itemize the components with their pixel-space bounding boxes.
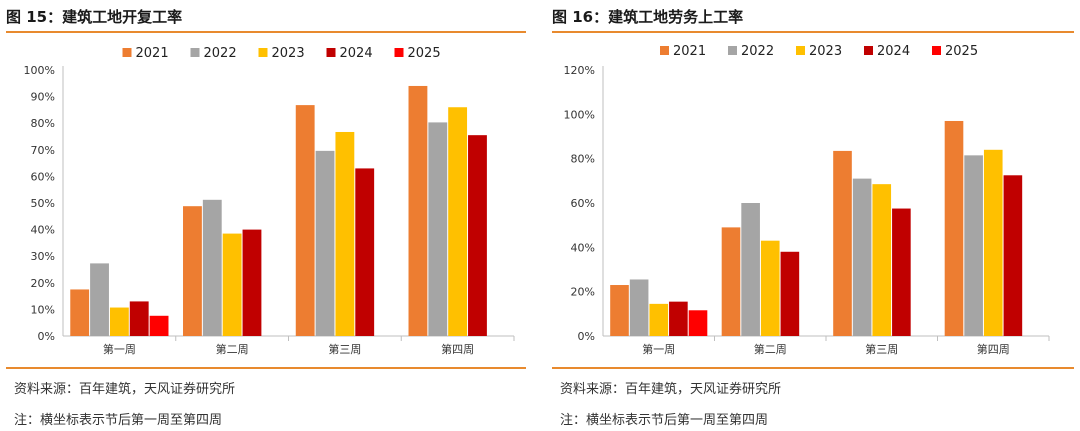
x-tick-label: 第一周 <box>642 342 675 356</box>
bar-2024-0 <box>129 301 149 336</box>
bar-2024-1 <box>780 251 800 336</box>
legend-swatch <box>122 48 132 57</box>
bar-2022-1 <box>741 203 760 336</box>
y-tick-label: 20% <box>31 277 55 290</box>
chart-panel-right: 图 16：建筑工地劳务上工率 0% 20% 40% 60% 80% 100% 120% 第一周… <box>552 0 1074 431</box>
bottom-divider <box>552 367 1074 369</box>
y-tick-label: 90% <box>31 91 55 104</box>
bar-2022-2 <box>315 150 335 336</box>
bar-2024-1 <box>242 229 262 336</box>
top-divider <box>6 31 526 33</box>
bar-2022-3 <box>428 122 448 336</box>
legend-swatch <box>190 48 200 57</box>
bar-2025-0 <box>688 310 708 336</box>
bar-2024-3 <box>468 135 487 336</box>
x-tick-label: 第二周 <box>216 342 249 356</box>
y-tick-label: 0% <box>578 330 595 343</box>
legend-swatch <box>932 46 941 55</box>
bar-2024-3 <box>1003 175 1023 336</box>
legend-label: 2022 <box>741 44 774 59</box>
bottom-divider <box>6 367 526 369</box>
y-tick-label: 100% <box>24 64 55 77</box>
bar-2021-2 <box>833 150 852 336</box>
legend-label: 2023 <box>272 46 305 61</box>
legend-label: 2021 <box>673 44 706 59</box>
legend-swatch <box>728 46 737 55</box>
y-tick-label: 40% <box>571 241 595 254</box>
x-tick-label: 第三周 <box>865 342 898 356</box>
x-tick-label: 第四周 <box>977 342 1010 356</box>
legend-swatch <box>326 48 336 57</box>
y-tick-label: 80% <box>31 117 55 130</box>
y-tick-label: 50% <box>31 197 55 210</box>
top-divider <box>552 31 1074 33</box>
bar-2023-3 <box>983 149 1003 336</box>
legend-label: 2023 <box>809 44 842 59</box>
bar-chart-labor-attendance: 0% 20% 40% 60% 80% 100% 120% 第一周 第二周 第三周 第四周 2021 20… <box>564 44 1050 356</box>
axis-note: 注：横坐标表示节后第一周至第四周 <box>560 413 769 428</box>
bar-2021-0 <box>610 285 629 336</box>
bar-2023-0 <box>109 307 129 336</box>
y-tick-label: 0% <box>38 330 55 343</box>
bar-2021-1 <box>721 227 741 336</box>
bar-2022-3 <box>964 155 983 336</box>
bar-2022-2 <box>852 178 872 336</box>
y-tick-label: 100% <box>564 108 595 121</box>
figure-title: 图 16：建筑工地劳务上工率 <box>552 8 744 26</box>
legend-label: 2021 <box>136 46 169 61</box>
axis-note: 注：横坐标表示节后第一周至第四周 <box>14 413 223 428</box>
bar-2023-1 <box>760 240 780 336</box>
legend-swatch <box>258 48 268 57</box>
bar-2021-3 <box>408 85 428 337</box>
legend-label: 2024 <box>340 46 373 61</box>
legend-swatch <box>394 48 404 57</box>
source-note: 资料来源：百年建筑，天风证券研究所 <box>560 382 782 397</box>
bar-2023-3 <box>448 107 468 337</box>
legend-label: 2025 <box>408 46 441 61</box>
bar-2023-2 <box>872 184 892 336</box>
bar-2022-1 <box>202 199 222 336</box>
legend-label: 2025 <box>945 44 978 59</box>
y-tick-label: 30% <box>31 250 55 263</box>
x-tick-label: 第一周 <box>103 342 136 356</box>
figure-title: 图 15：建筑工地开复工率 <box>6 8 183 26</box>
x-tick-label: 第四周 <box>441 342 474 356</box>
bar-2023-0 <box>649 303 669 336</box>
bar-2024-2 <box>892 208 911 336</box>
source-note: 资料来源：百年建筑，天风证券研究所 <box>14 382 236 397</box>
bar-2022-0 <box>629 279 649 336</box>
bar-2025-0 <box>149 315 169 336</box>
legend-swatch <box>864 46 873 55</box>
legend-swatch <box>660 46 669 55</box>
y-tick-label: 20% <box>571 286 595 299</box>
bar-chart-construction-resumption: 0% 10% 20% 30% 40% 50% 60% 70% 80% 90% 100% 第一周 第二周 第… <box>24 46 515 356</box>
bar-2021-0 <box>70 289 90 336</box>
bar-2021-2 <box>295 105 315 336</box>
bar-2023-2 <box>335 131 355 336</box>
bar-2024-2 <box>355 168 375 336</box>
y-tick-label: 60% <box>31 170 55 183</box>
bar-2021-1 <box>183 206 202 336</box>
bar-2021-3 <box>944 120 964 336</box>
legend-swatch <box>796 46 805 55</box>
legend-label: 2024 <box>877 44 910 59</box>
bar-2023-1 <box>222 233 242 336</box>
legend-label: 2022 <box>204 46 237 61</box>
y-tick-label: 70% <box>31 144 55 157</box>
x-tick-label: 第二周 <box>754 342 787 356</box>
chart-panel-left: 图 15：建筑工地开复工率 0% 10% 20% 30% 40% 50% 60% 70% 80%… <box>6 0 526 431</box>
y-tick-label: 10% <box>31 303 55 316</box>
bar-2022-0 <box>90 263 109 336</box>
y-tick-label: 120% <box>564 64 595 77</box>
bar-2024-0 <box>669 301 688 336</box>
y-tick-label: 80% <box>571 153 595 166</box>
y-tick-label: 60% <box>571 197 595 210</box>
y-tick-label: 40% <box>31 224 55 237</box>
x-tick-label: 第三周 <box>328 342 361 356</box>
